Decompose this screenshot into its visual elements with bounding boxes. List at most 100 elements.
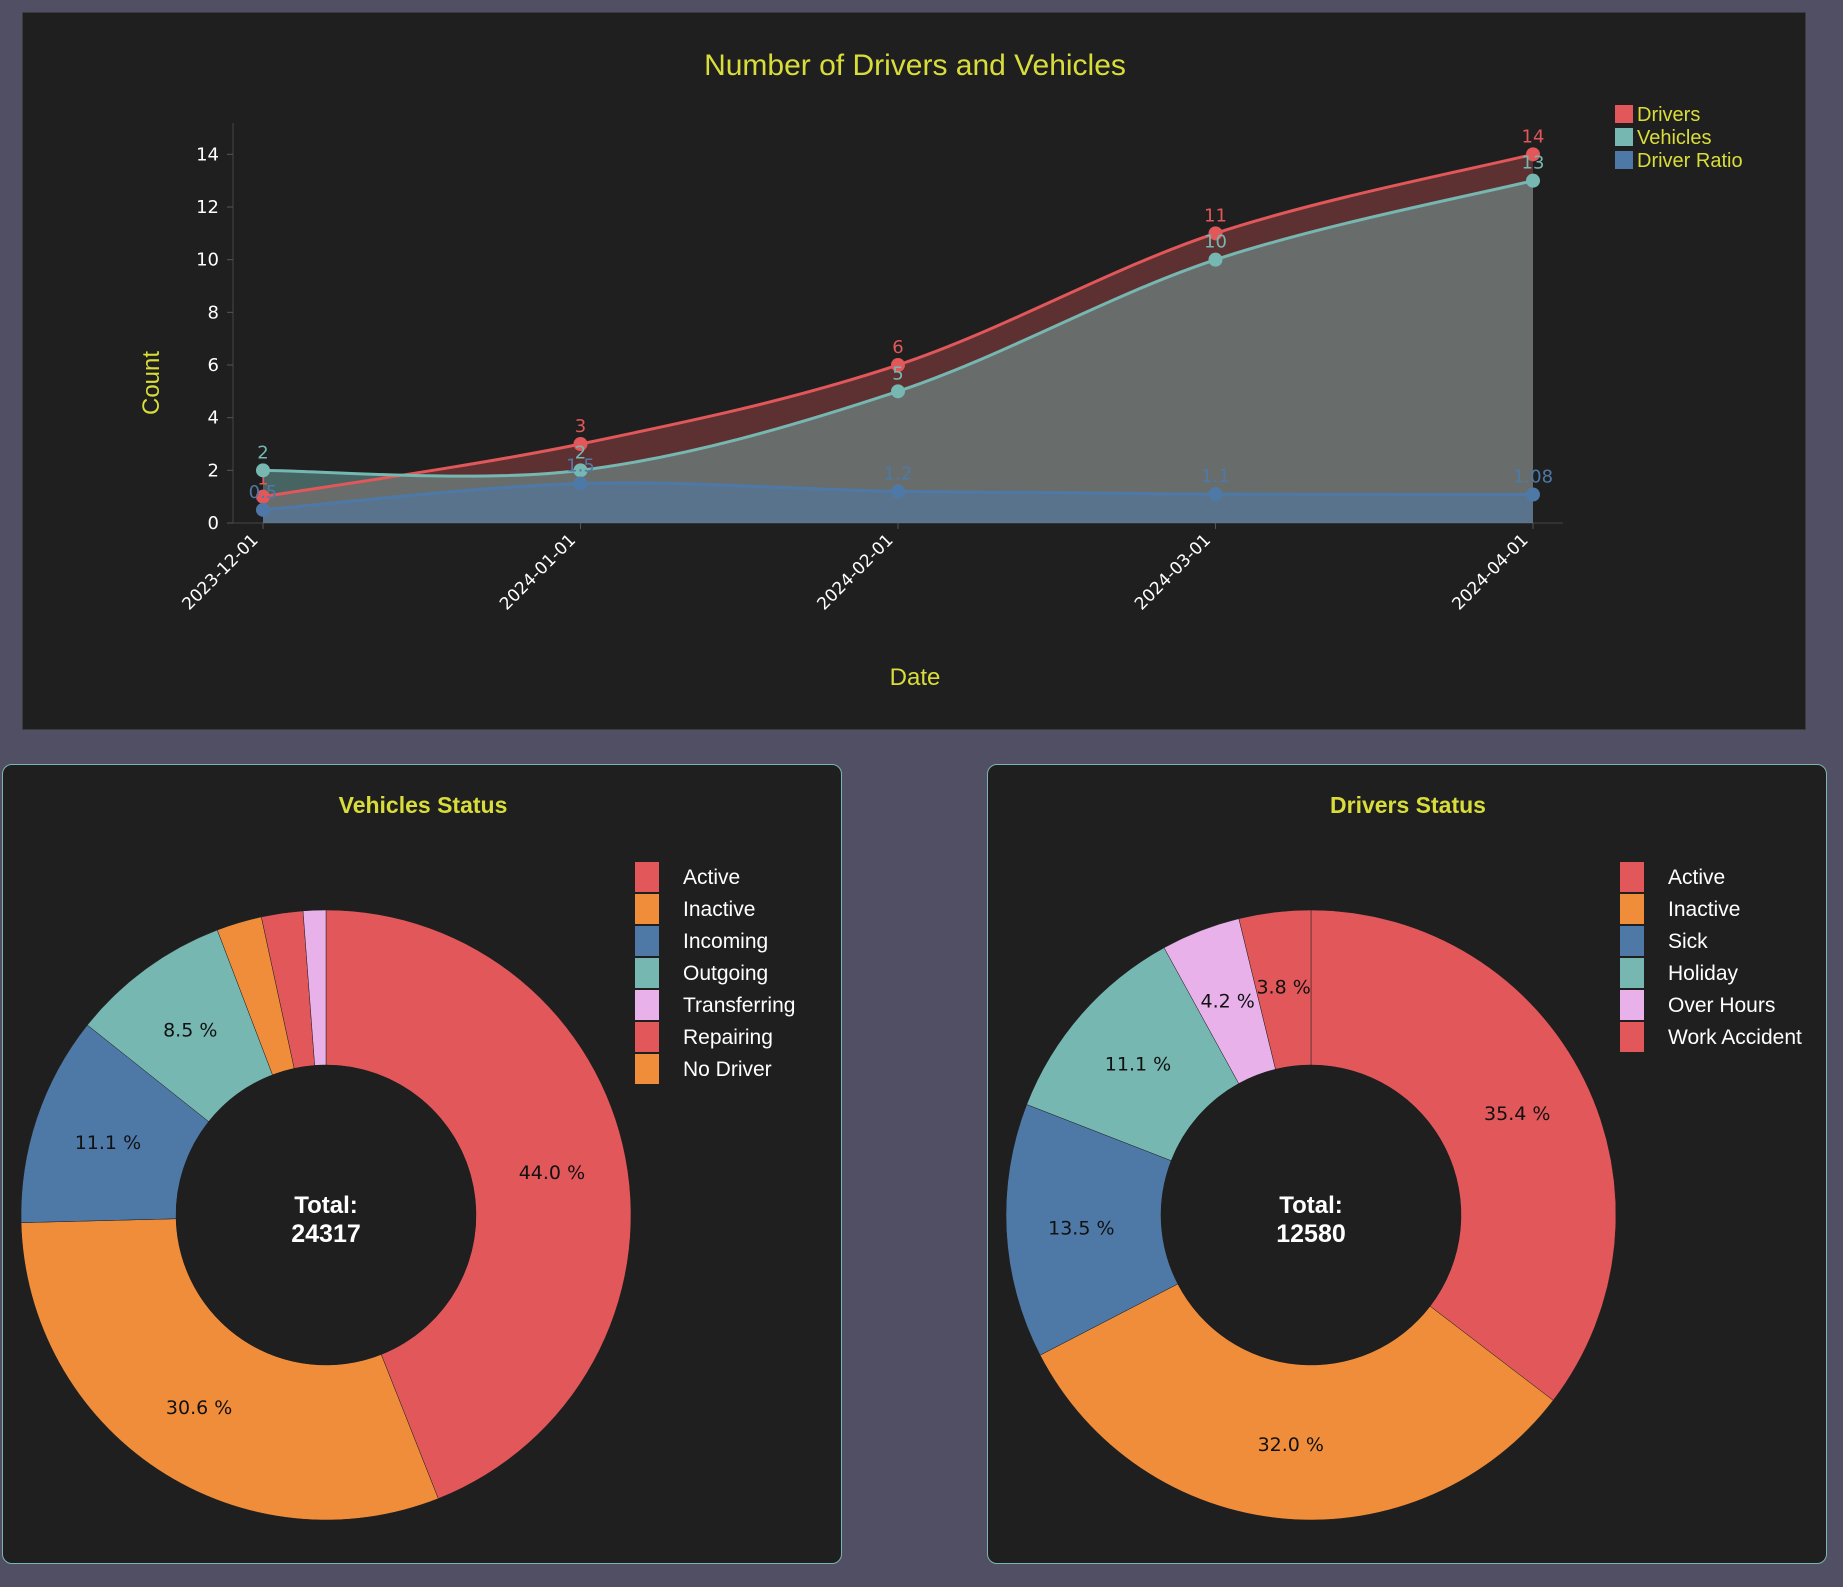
slice-label-inactive: 32.0 % <box>1258 1434 1324 1456</box>
legend-item-label: Driver Ratio <box>1637 150 1743 172</box>
x-tick-label: 2024-01-01 <box>496 530 580 614</box>
data-point-vehicles <box>1526 173 1540 188</box>
data-point-driver-ratio <box>256 502 270 517</box>
legend-item-label: Transferring <box>683 994 795 1017</box>
line-chart: Number of Drivers and Vehicles0246810121… <box>138 49 1743 691</box>
legend-item-label: Repairing <box>683 1026 773 1049</box>
data-label-driver-ratio: 1.1 <box>1201 466 1230 487</box>
data-point-driver-ratio <box>891 484 905 499</box>
data-label-vehicles: 13 <box>1522 153 1545 174</box>
legend-swatch <box>1620 926 1644 956</box>
legend-item-label: Vehicles <box>1637 127 1712 149</box>
y-tick-label: 10 <box>196 250 219 271</box>
data-label-drivers: 3 <box>575 416 586 437</box>
data-point-drivers <box>256 489 270 504</box>
y-tick-label: 6 <box>208 355 219 376</box>
x-tick-label: 2024-02-01 <box>814 530 898 614</box>
legend-item-label: Incoming <box>683 930 768 953</box>
legend-swatch <box>1615 151 1633 169</box>
total-value: 12580 <box>1276 1220 1346 1248</box>
y-tick-label: 0 <box>208 513 219 534</box>
slice-label-outgoing: 8.5 % <box>163 1019 217 1041</box>
data-point-drivers <box>891 358 905 372</box>
donut-title: Vehicles Status <box>339 792 508 818</box>
data-point-drivers <box>1526 147 1540 162</box>
drivers-donut-chart: Drivers Status 35.4 % 32.0 % 13.5 % 11.1 % 4.… <box>1005 792 1802 1521</box>
y-tick-label: 14 <box>196 144 219 165</box>
legend-swatch <box>635 1054 659 1084</box>
data-label-drivers: 11 <box>1204 205 1227 226</box>
slice-label-sick: 13.5 % <box>1048 1217 1114 1239</box>
data-point-vehicles <box>1208 252 1223 267</box>
data-label-vehicles: 2 <box>575 442 586 463</box>
series-area-drivers <box>263 154 1533 524</box>
donut-hole <box>1161 1065 1461 1365</box>
data-label-driver-ratio: 0.5 <box>249 482 278 503</box>
data-label-drivers: 14 <box>1522 126 1545 147</box>
slice-label-work-accident: 3.8 % <box>1256 977 1310 999</box>
legend-swatch <box>1615 105 1633 123</box>
legend-item-label: Over Hours <box>1668 994 1775 1017</box>
vehicles-status-panel: Vehicles Status 44.0 % 30.6 % 11.1 % 8.5 % To… <box>2 764 842 1564</box>
legend-swatch <box>635 990 659 1020</box>
data-point-driver-ratio <box>1208 487 1223 502</box>
legend-item-label: No Driver <box>683 1058 772 1081</box>
legend-swatch <box>635 926 659 956</box>
legend-item-label: Inactive <box>1668 898 1740 921</box>
data-label-driver-ratio: 1.5 <box>566 456 595 477</box>
legend-item-label: Drivers <box>1637 104 1700 126</box>
data-label-drivers: 6 <box>892 337 903 358</box>
total-value: 24317 <box>291 1220 361 1248</box>
chart-title: Number of Drivers and Vehicles <box>704 49 1126 82</box>
x-axis-title: Date <box>890 664 941 691</box>
legend-swatch <box>635 958 659 988</box>
slice-label-incoming: 11.1 % <box>75 1132 141 1154</box>
legend-swatch <box>1620 1022 1644 1052</box>
y-axis-title: Count <box>138 351 165 415</box>
data-point-driver-ratio <box>1526 487 1540 502</box>
data-point-drivers <box>1208 226 1223 241</box>
data-point-vehicles <box>256 463 270 478</box>
slice-label-over-hours: 4.2 % <box>1201 991 1255 1013</box>
data-label-drivers: 1 <box>257 469 268 490</box>
data-point-vehicles <box>573 463 588 478</box>
total-label: Total: <box>294 1192 358 1219</box>
legend-swatch <box>1620 862 1644 892</box>
legend-item-label: Active <box>1668 866 1725 889</box>
legend-swatch <box>635 1022 659 1052</box>
x-tick-label: 2024-03-01 <box>1131 530 1215 614</box>
legend-swatch <box>1615 128 1633 146</box>
slice-label-holiday: 11.1 % <box>1105 1053 1171 1075</box>
legend-swatch <box>635 894 659 924</box>
legend-item-label: Active <box>683 866 740 889</box>
vehicles-donut-chart: Vehicles Status 44.0 % 30.6 % 11.1 % 8.5 % To… <box>20 792 795 1521</box>
slice-label-inactive: 30.6 % <box>166 1397 232 1419</box>
x-tick-label: 2023-12-01 <box>179 530 263 614</box>
legend-item-label: Sick <box>1668 930 1708 953</box>
data-label-driver-ratio: 1.08 <box>1513 467 1553 488</box>
data-label-driver-ratio: 1.2 <box>884 463 913 484</box>
line-chart-panel: Number of Drivers and Vehicles 0 2 4 6 8 10 12 1… <box>22 12 1806 730</box>
x-tick-label: 2024-04-01 <box>1449 530 1533 614</box>
donut-title: Drivers Status <box>1330 792 1486 818</box>
legend-item-label: Outgoing <box>683 962 768 985</box>
total-label: Total: <box>1279 1192 1343 1219</box>
data-label-vehicles: 2 <box>257 442 268 463</box>
legend-swatch <box>1620 894 1644 924</box>
series-area-driver-ratio <box>263 482 1533 523</box>
legend-item-label: Work Accident <box>1668 1026 1802 1049</box>
y-tick-label: 12 <box>196 197 219 218</box>
legend-item-label: Inactive <box>683 898 755 921</box>
drivers-status-panel: Drivers Status 35.4 % 32.0 % 13.5 % 11.1 % 4.… <box>987 764 1827 1564</box>
legend-swatch <box>1620 958 1644 988</box>
slice-label-active: 35.4 % <box>1484 1103 1550 1125</box>
data-point-vehicles <box>891 384 905 399</box>
slice-label-active: 44.0 % <box>519 1162 585 1184</box>
data-label-vehicles: 10 <box>1204 232 1227 253</box>
y-tick-label: 8 <box>208 302 219 323</box>
y-tick-label: 2 <box>208 460 219 481</box>
legend-item-label: Holiday <box>1668 962 1739 985</box>
data-point-drivers <box>573 437 588 451</box>
y-tick-label: 4 <box>208 408 219 429</box>
legend-swatch <box>635 862 659 892</box>
